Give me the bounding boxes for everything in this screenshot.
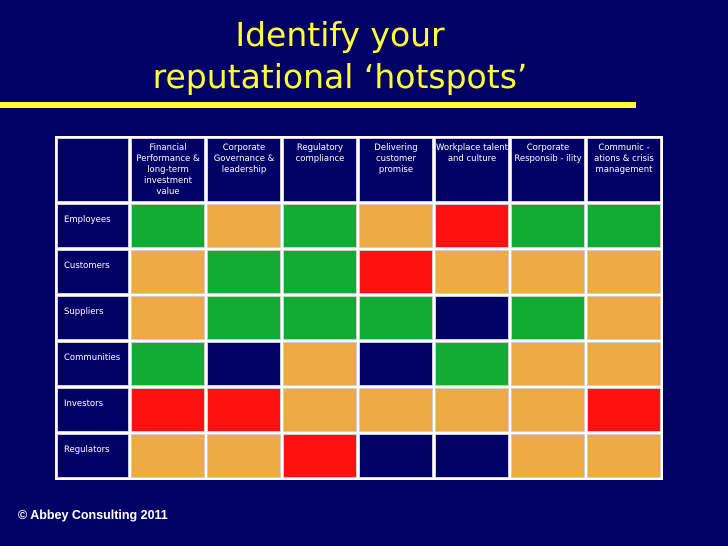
column-header: Financial Performance & long-term invest… [131,138,205,202]
hotspot-cell [283,250,357,294]
table-row: Communities [57,342,661,386]
hotspot-cell [359,388,433,432]
hotspot-cell [511,342,585,386]
hotspot-cell [435,342,509,386]
row-label: Suppliers [57,296,129,340]
hotspot-cell [511,388,585,432]
hotspot-cell [511,434,585,478]
hotspot-cell [283,342,357,386]
table-row: Regulators [57,434,661,478]
hotspot-cell [511,296,585,340]
row-label: Investors [57,388,129,432]
row-label: Communities [57,342,129,386]
hotspot-cell [359,204,433,248]
hotspot-cell [359,342,433,386]
hotspot-cell [435,434,509,478]
table-row: Employees [57,204,661,248]
hotspot-cell [587,204,661,248]
table-row: Investors [57,388,661,432]
table-row: Customers [57,250,661,294]
row-label: Employees [57,204,129,248]
hotspot-cell [207,388,281,432]
hotspot-cell [131,434,205,478]
column-header: Workplace talent and culture [435,138,509,202]
header-row: Financial Performance & long-term invest… [57,138,661,202]
hotspot-cell [283,296,357,340]
hotspot-cell [435,388,509,432]
hotspot-cell [587,250,661,294]
column-header: Communic - ations & crisis management [587,138,661,202]
hotspot-grid: Financial Performance & long-term invest… [55,136,663,480]
hotspot-cell [587,342,661,386]
hotspot-cell [207,342,281,386]
hotspot-cell [131,388,205,432]
hotspot-cell [207,250,281,294]
corner-cell [57,138,129,202]
grid-body: Employees Customers Suppliers Communities In… [57,204,661,478]
hotspot-cell [587,296,661,340]
row-label: Customers [57,250,129,294]
title-underline [0,102,636,108]
hotspot-cell [131,342,205,386]
hotspot-cell [587,434,661,478]
title-line-2: reputational ‘hotspots’ [152,57,528,96]
hotspot-cell [207,434,281,478]
hotspot-cell [435,296,509,340]
slide-title: Identify your reputational ‘hotspots’ [120,14,560,98]
hotspot-cell [283,204,357,248]
hotspot-cell [511,250,585,294]
hotspot-cell [359,296,433,340]
column-header: Corporate Governance & leadership [207,138,281,202]
copyright-footer: © Abbey Consulting 2011 [18,508,168,522]
column-header: Regulatory compliance [283,138,357,202]
hotspot-cell [435,204,509,248]
hotspot-cell [131,250,205,294]
hotspot-cell [283,434,357,478]
column-header: Corporate Responsib - ility [511,138,585,202]
hotspot-cell [511,204,585,248]
hotspot-cell [207,204,281,248]
row-label: Regulators [57,434,129,478]
title-line-1: Identify your [235,15,445,54]
hotspot-cell [283,388,357,432]
hotspot-cell [131,296,205,340]
hotspot-cell [435,250,509,294]
hotspot-cell [207,296,281,340]
hotspot-cell [131,204,205,248]
table-row: Suppliers [57,296,661,340]
hotspot-cell [359,250,433,294]
column-header: Delivering customer promise [359,138,433,202]
hotspot-cell [587,388,661,432]
hotspot-cell [359,434,433,478]
